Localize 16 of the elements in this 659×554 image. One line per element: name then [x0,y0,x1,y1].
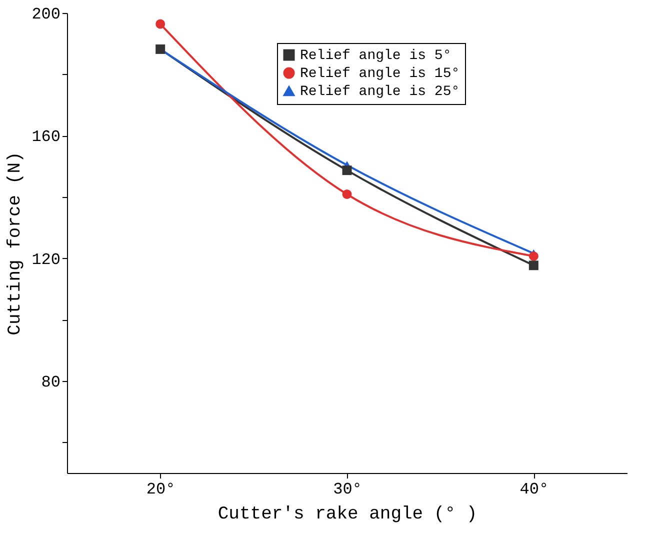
legend-label: Relief angle is 15° [300,66,460,82]
x-tick-label: 20° [146,480,176,498]
point [528,251,538,261]
y-axis-title: Cutting force (N) [6,152,26,336]
point [156,19,166,29]
point [342,190,352,199]
y-tick-label: 120 [32,250,60,269]
x-tick-label: 40° [520,480,549,498]
x-tick-label: 30° [333,480,362,498]
legend-label: Relief angle is 5° [300,48,452,64]
point [528,260,538,270]
legend-label: Relief angle is 25° [300,84,460,100]
y-tick-label: 160 [32,128,60,146]
y-tick-label: 80 [41,374,60,392]
x-axis-title: Cutter's rake angle (° ) [218,504,478,524]
y-tick-label: 200 [32,6,60,24]
